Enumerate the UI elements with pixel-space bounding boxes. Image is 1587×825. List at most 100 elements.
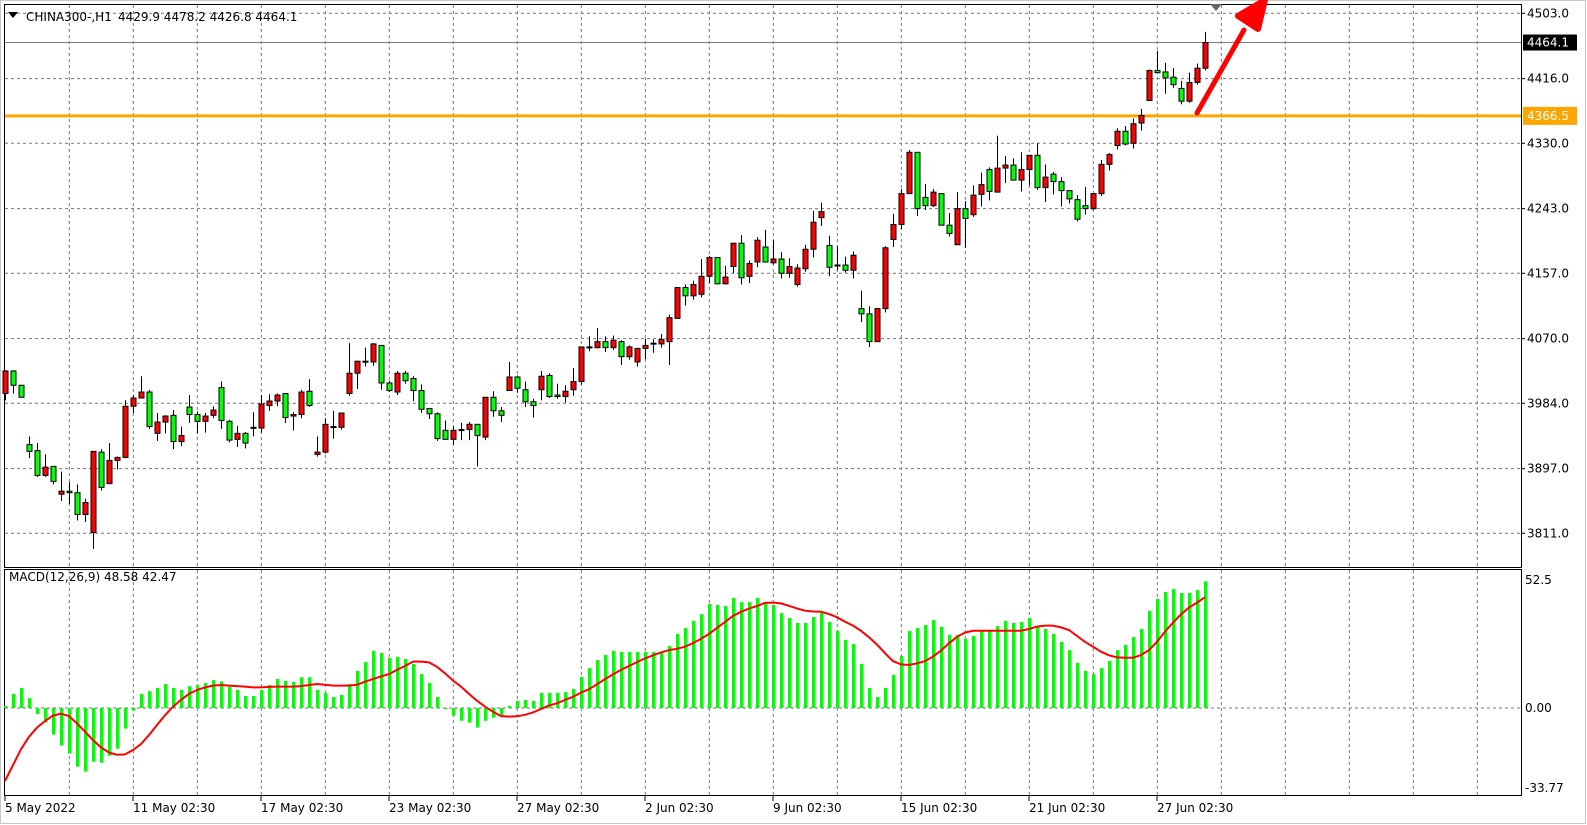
candle-body xyxy=(1034,154,1041,189)
macd-histogram-bar xyxy=(132,708,136,711)
candle xyxy=(274,393,281,407)
chart-shift-marker-icon[interactable] xyxy=(1210,4,1222,11)
candle xyxy=(378,344,385,390)
candle xyxy=(1002,156,1009,184)
macd-histogram-bar xyxy=(668,645,672,708)
candle-body xyxy=(362,360,369,363)
candle xyxy=(698,259,705,298)
macd-histogram-bar xyxy=(1100,668,1104,708)
candle xyxy=(370,343,377,366)
macd-histogram-bar xyxy=(620,651,624,708)
candle-body xyxy=(770,258,777,264)
macd-histogram-bar xyxy=(4,705,8,708)
candle-body xyxy=(266,400,273,407)
candle xyxy=(978,172,985,207)
candle-body xyxy=(698,275,705,295)
macd-histogram-bar xyxy=(308,677,312,708)
macd-label: MACD(12,26,9) 48.58 42.47 xyxy=(9,570,176,584)
red-arrow-annotation[interactable] xyxy=(1194,0,1268,116)
candle-body xyxy=(1074,199,1081,220)
candle xyxy=(74,484,81,521)
candle-body xyxy=(762,246,769,263)
macd-axis-label: 52.5 xyxy=(1525,573,1552,587)
current-price-tag-label: 4464.1 xyxy=(1527,36,1569,50)
macd-histogram-bar xyxy=(932,620,936,708)
candle-body xyxy=(858,308,865,315)
candle-body xyxy=(186,406,193,416)
macd-histogram-bar xyxy=(636,651,640,708)
macd-frame xyxy=(4,569,1522,796)
candle xyxy=(554,383,561,399)
candle-body xyxy=(10,370,17,386)
macd-histogram-bar xyxy=(412,663,416,708)
candle-body xyxy=(666,317,673,343)
grid xyxy=(5,5,1521,795)
candle-body xyxy=(106,459,113,485)
candle-body xyxy=(546,374,553,398)
macd-histogram-bar xyxy=(540,692,544,708)
dropdown-triangle-icon[interactable] xyxy=(8,12,18,18)
macd-histogram-bar xyxy=(1188,592,1192,708)
macd-histogram-bar xyxy=(804,622,808,708)
candle xyxy=(130,395,137,414)
candle xyxy=(850,251,857,279)
macd-histogram-bar xyxy=(444,708,448,709)
candle-body xyxy=(282,393,289,419)
candle xyxy=(762,229,769,263)
macd-histogram-bar xyxy=(828,621,832,708)
candle-body xyxy=(986,169,993,192)
macd-histogram-bar xyxy=(548,692,552,708)
candle xyxy=(1178,80,1185,105)
candle xyxy=(930,189,937,208)
candle xyxy=(898,189,905,229)
time-axis-label: 15 Jun 02:30 xyxy=(901,801,977,815)
candle xyxy=(418,384,425,414)
macd-axis-label: 0.00 xyxy=(1525,701,1552,715)
candle xyxy=(634,347,641,367)
candle-body xyxy=(874,308,881,343)
macd-histogram-bar xyxy=(724,606,728,708)
macd-histogram-bar xyxy=(356,670,360,708)
macd-histogram-bar xyxy=(700,614,704,708)
candle-body xyxy=(74,492,81,515)
macd-histogram-bar xyxy=(28,698,32,708)
candle xyxy=(986,167,993,201)
candle-body xyxy=(234,432,241,440)
macd-histogram-bar xyxy=(756,597,760,708)
candle xyxy=(298,389,305,419)
candle xyxy=(914,151,921,217)
candle-body xyxy=(618,341,625,358)
candle xyxy=(434,412,441,441)
macd-histogram-bar xyxy=(812,616,816,708)
macd-histogram-bar xyxy=(916,627,920,708)
macd-histogram-bar xyxy=(172,687,176,708)
candle-body xyxy=(1090,193,1097,210)
candle xyxy=(1082,186,1089,215)
candle xyxy=(522,381,529,408)
candle-body xyxy=(834,264,841,267)
candle-body xyxy=(26,444,33,452)
candle xyxy=(162,415,169,434)
macd-histogram-bar xyxy=(76,708,80,767)
candle xyxy=(122,400,129,459)
macd-histogram-bar xyxy=(1172,589,1176,708)
candle xyxy=(250,412,257,437)
candle xyxy=(1090,193,1097,211)
macd-histogram-bar xyxy=(1148,610,1152,708)
macd-histogram-bar xyxy=(1004,620,1008,708)
candle xyxy=(322,418,329,454)
candle-body xyxy=(202,415,209,422)
macd-histogram-bar xyxy=(44,708,48,723)
candle-body xyxy=(930,191,937,207)
candle xyxy=(994,135,1001,193)
macd-histogram-bar xyxy=(1060,642,1064,708)
macd-histogram-bar xyxy=(348,684,352,708)
macd-signal-line xyxy=(4,596,1206,782)
macd-histogram-bar xyxy=(740,602,744,708)
macd-histogram-bar xyxy=(708,603,712,708)
candle xyxy=(282,393,289,423)
candle-body xyxy=(162,415,169,423)
candle-body xyxy=(714,257,721,285)
candle-body xyxy=(1050,173,1057,183)
